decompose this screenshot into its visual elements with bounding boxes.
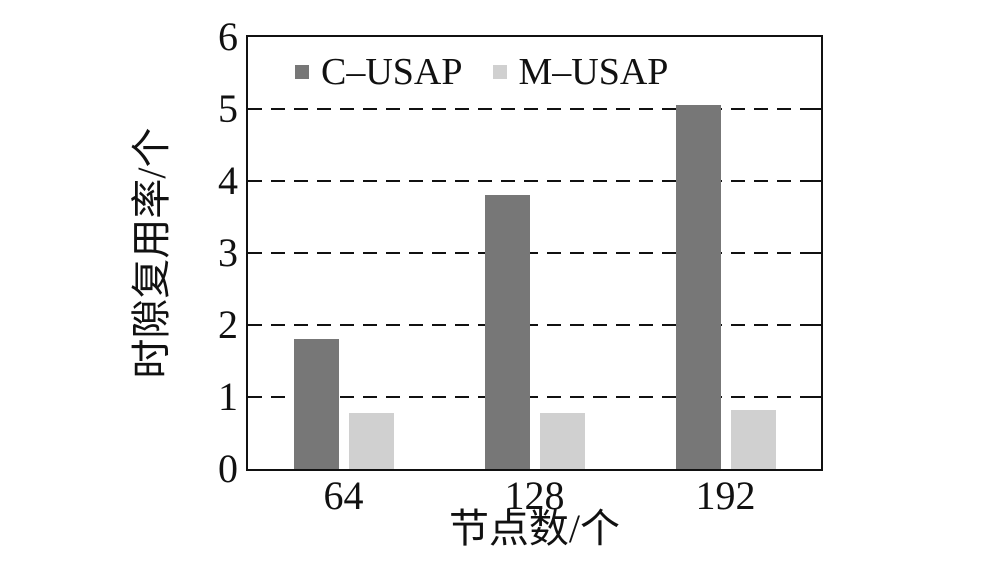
gridline-y-1 xyxy=(248,396,821,398)
gridline-y-5 xyxy=(248,108,821,110)
right-axis-tick xyxy=(809,324,821,326)
gridline-y-3 xyxy=(248,252,821,254)
right-axis-tick xyxy=(809,252,821,254)
bar-c-usap-128 xyxy=(484,195,530,469)
gridline-y-4 xyxy=(248,180,821,182)
plot-area: C–USAP M–USAP xyxy=(246,35,823,471)
right-axis-tick xyxy=(809,108,821,110)
y-tick-label-1: 1 xyxy=(218,374,238,419)
y-tick-label-2: 2 xyxy=(218,302,238,347)
right-axis-tick xyxy=(809,180,821,182)
y-tick-label-6: 6 xyxy=(218,14,238,59)
legend: C–USAP M–USAP xyxy=(295,49,668,95)
legend-swatch-c-usap xyxy=(295,65,309,79)
bar-m-usap-64 xyxy=(348,412,394,469)
bar-c-usap-192 xyxy=(675,105,721,469)
y-tick-label-4: 4 xyxy=(218,158,238,203)
x-tick-label-64: 64 xyxy=(323,473,364,518)
bar-m-usap-128 xyxy=(539,412,585,469)
gridline-y-2 xyxy=(248,324,821,326)
y-tick-label-0: 0 xyxy=(218,446,238,491)
bar-m-usap-192 xyxy=(730,409,776,469)
legend-item-m-usap: M–USAP xyxy=(492,49,669,95)
gridlines-layer xyxy=(248,37,821,469)
bar-c-usap-64 xyxy=(293,339,339,469)
legend-item-c-usap: C–USAP xyxy=(295,49,463,95)
x-tick-label-192: 192 xyxy=(695,473,756,518)
x-tick-label-128: 128 xyxy=(504,473,565,518)
x-axis-title: 节点数/个 xyxy=(448,506,621,551)
y-tick-label-3: 3 xyxy=(218,230,238,275)
legend-label-c-usap: C–USAP xyxy=(321,51,463,93)
legend-swatch-m-usap xyxy=(492,65,507,79)
right-axis-tick xyxy=(809,396,821,398)
legend-label-m-usap: M–USAP xyxy=(518,51,669,93)
y-tick-label-5: 5 xyxy=(218,86,238,131)
bars-layer xyxy=(248,37,821,469)
